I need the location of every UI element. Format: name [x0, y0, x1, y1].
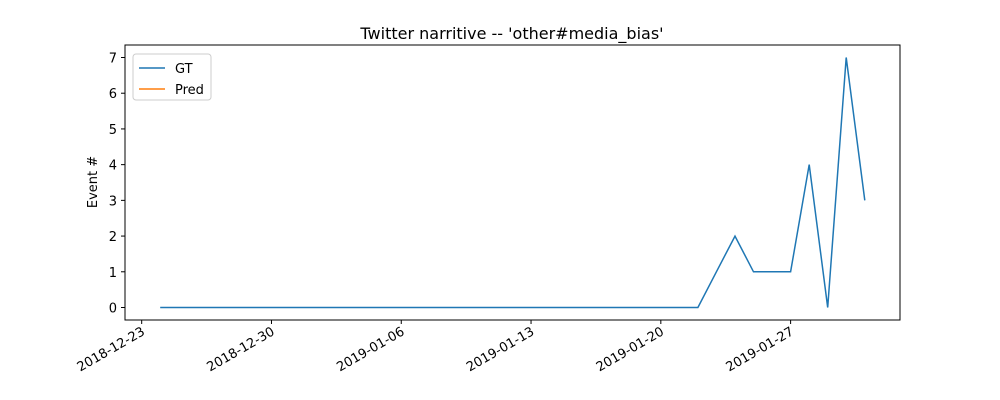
y-tick-label: 4	[109, 159, 117, 174]
y-tick-label: 5	[109, 123, 117, 138]
y-tick-label: 0	[109, 302, 117, 317]
y-tick-label: 6	[109, 87, 117, 102]
chart-title: Twitter narritive -- 'other#media_bias'	[359, 24, 663, 44]
y-axis-label: Event #	[86, 156, 101, 208]
legend-label: Pred	[175, 83, 204, 98]
y-tick-label: 3	[109, 194, 117, 209]
y-tick-label: 2	[109, 230, 117, 245]
legend-label: GT	[175, 62, 193, 77]
plot-frame	[124, 44, 901, 321]
y-tick-label: 7	[109, 52, 117, 67]
data-line	[160, 57, 866, 309]
y-tick-label: 1	[109, 266, 117, 281]
